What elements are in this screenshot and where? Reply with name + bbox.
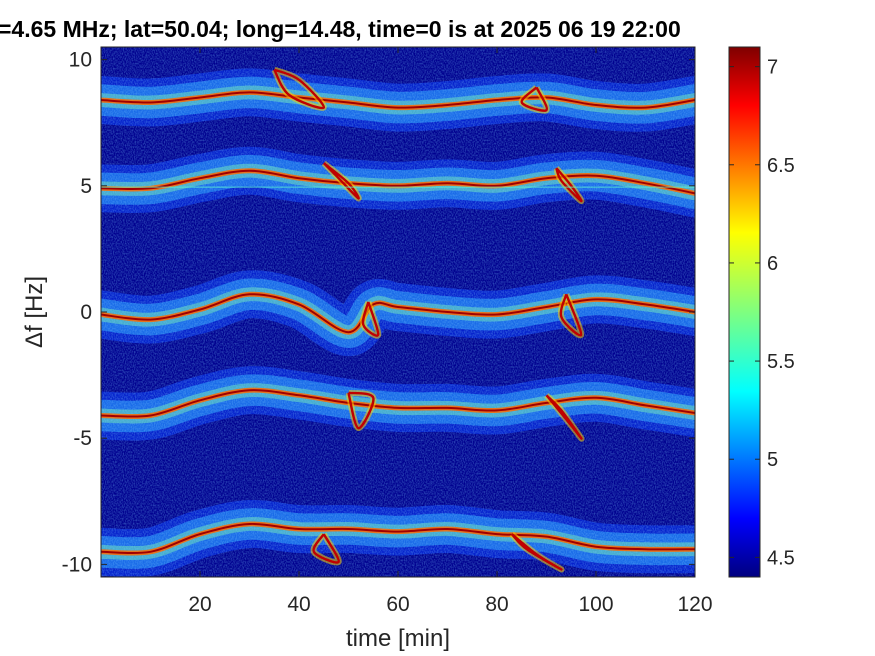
trace-line (101, 522, 695, 555)
loop-line (559, 293, 583, 337)
y-tick-label: 10 (69, 49, 92, 72)
colorbar-tick-label: 7 (767, 57, 778, 79)
loop-line (361, 301, 380, 337)
loop-line (510, 533, 563, 571)
y-axis-label: Δf [Hz] (21, 276, 48, 348)
colorbar-ticks: 4.5 5 5.5 6 6.5 7 (729, 57, 795, 569)
colorbar-tick-label: 4.5 (767, 547, 795, 569)
loop-line (545, 394, 583, 440)
colorbar-tick-label: 5 (767, 449, 778, 471)
x-tick-label: 120 (677, 593, 712, 616)
colorbar: 4.5 5 5.5 6 6.5 7 (728, 46, 795, 578)
x-axis: 20 40 60 80 100 120 (188, 47, 713, 616)
x-tick-label: 80 (485, 593, 508, 616)
loop-line (347, 391, 375, 430)
loop-line (520, 86, 549, 112)
colorbar-gradient (729, 47, 760, 577)
trace-line (101, 91, 695, 109)
x-axis-label: time [min] (346, 625, 450, 652)
x-tick-label: 60 (386, 593, 409, 616)
colorbar-tick-label: 6.5 (767, 155, 795, 177)
loop-line (273, 68, 326, 110)
x-tick-label: 100 (578, 593, 613, 616)
colorbar-tick-label: 5.5 (767, 351, 795, 373)
y-tick-label: 5 (80, 175, 92, 198)
y-tick-label: -10 (62, 553, 92, 576)
colorbar-frame (728, 46, 761, 578)
y-tick-label: -5 (73, 427, 92, 450)
trace-line (101, 169, 695, 195)
loop-line (322, 162, 360, 200)
trace-line (101, 389, 695, 418)
loop-line (312, 533, 340, 564)
y-axis: -10 -5 0 5 10 (62, 49, 695, 576)
doppler-traces (101, 66, 695, 573)
loop-line (555, 167, 583, 203)
x-tick-label: 20 (188, 593, 211, 616)
chart-title: =4.65 MHz; lat=50.04; long=14.48, time=0… (0, 16, 681, 42)
colorbar-tick-label: 6 (767, 253, 778, 275)
x-tick-label: 40 (287, 593, 310, 616)
plot-area (100, 46, 696, 578)
trace-line (101, 293, 695, 334)
y-tick-label: 0 (80, 301, 92, 324)
